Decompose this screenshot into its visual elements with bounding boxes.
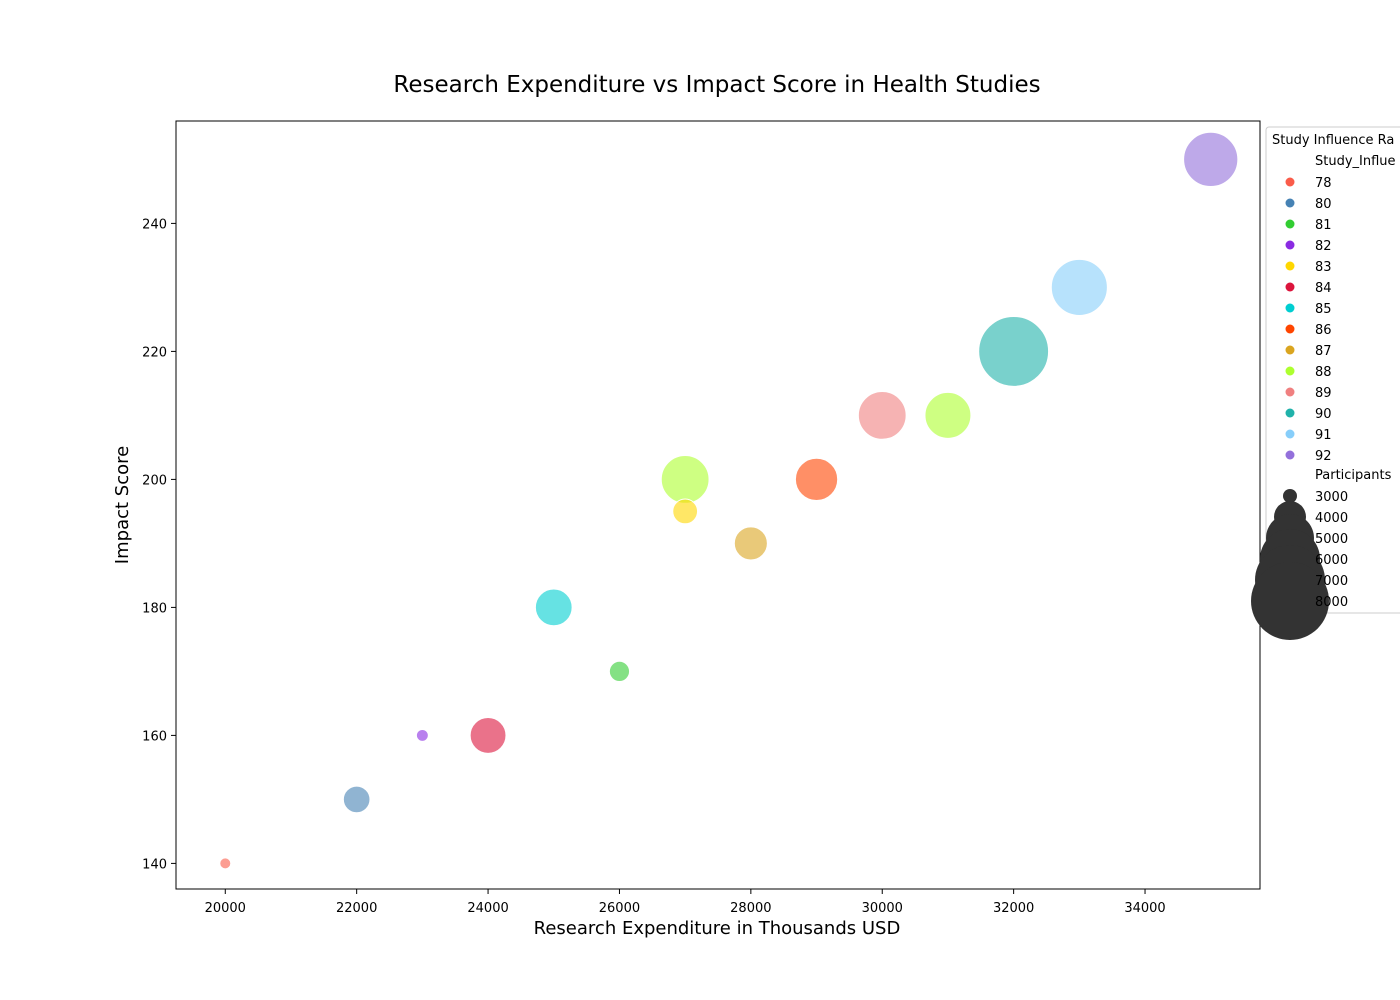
legend-hue-marker xyxy=(1285,345,1295,355)
legend-hue-marker xyxy=(1285,366,1295,376)
y-axis: 140 160 180 200 220 240 xyxy=(142,217,176,872)
legend-hue-label: 85 xyxy=(1315,302,1332,317)
legend-size-label: 3000 xyxy=(1315,490,1348,505)
bubble-point xyxy=(1183,131,1239,188)
legend-hue-label: 78 xyxy=(1315,176,1332,191)
x-tick-label: 28000 xyxy=(730,901,771,916)
y-tick-label: 140 xyxy=(142,857,167,872)
y-axis-label: Impact Score xyxy=(112,446,133,564)
bubble-point xyxy=(342,785,371,814)
legend-hue-label: 82 xyxy=(1315,239,1332,254)
legend-size-label: 8000 xyxy=(1315,595,1348,610)
y-tick-label: 180 xyxy=(142,601,167,616)
legend-size-marker xyxy=(1251,562,1329,640)
bubble-point xyxy=(1050,258,1108,316)
x-tick-label: 32000 xyxy=(993,901,1034,916)
legend-hue-marker xyxy=(1285,303,1295,313)
y-tick-label: 160 xyxy=(142,729,167,744)
legend-size-label: 4000 xyxy=(1315,511,1348,526)
legend-hue-label: 84 xyxy=(1315,281,1332,296)
legend-size-label: 5000 xyxy=(1315,532,1348,547)
data-points xyxy=(219,131,1239,870)
bubble-point xyxy=(415,728,429,742)
x-axis: 20000 22000 24000 26000 28000 30000 32000 34000 xyxy=(205,889,1166,916)
x-tick-label: 20000 xyxy=(205,901,246,916)
x-tick-label: 24000 xyxy=(467,901,508,916)
legend-hue-marker xyxy=(1285,324,1295,334)
bubble-point xyxy=(534,588,573,627)
legend-size-marker xyxy=(1283,489,1297,503)
bubble-point xyxy=(733,526,768,561)
legend-hue-label: 89 xyxy=(1315,386,1332,401)
legend-hue-marker xyxy=(1285,450,1295,460)
plot-frame xyxy=(175,120,1261,890)
bubble-point xyxy=(924,391,972,439)
legend-hue-entries: 78 80 81 82 83 84 85 86 87 88 89 90 91 92 xyxy=(1285,176,1332,464)
legend-hue-marker xyxy=(1285,387,1295,397)
legend-title: Study Influence Ra xyxy=(1272,133,1394,148)
legend-hue-marker xyxy=(1285,408,1295,418)
x-axis-label: Research Expenditure in Thousands USD xyxy=(534,918,901,939)
bubble-point xyxy=(978,315,1050,387)
legend-hue-label: 80 xyxy=(1315,197,1332,212)
legend-hue-label: 81 xyxy=(1315,218,1332,233)
legend-size-label: 6000 xyxy=(1315,553,1348,568)
x-tick-label: 22000 xyxy=(336,901,377,916)
chart-title: Research Expenditure vs Impact Score in … xyxy=(393,72,1040,98)
x-tick-label: 26000 xyxy=(599,901,640,916)
legend-hue-marker xyxy=(1285,240,1295,250)
bubble-point xyxy=(469,716,507,754)
legend-hue-label: 90 xyxy=(1315,407,1332,422)
x-tick-label: 30000 xyxy=(862,901,903,916)
legend-frame xyxy=(1265,126,1400,614)
y-tick-label: 220 xyxy=(142,345,167,360)
legend-hue-label: 86 xyxy=(1315,323,1332,338)
legend-hue-marker xyxy=(1285,429,1295,439)
x-tick-label: 34000 xyxy=(1124,901,1165,916)
bubble-point xyxy=(794,457,839,502)
bubble-point xyxy=(660,455,710,504)
y-tick-label: 200 xyxy=(142,473,167,488)
bubble-point xyxy=(857,391,907,440)
bubble-point xyxy=(608,660,631,683)
legend-size-entries: 3000 4000 5000 6000 7000 8000 xyxy=(1251,489,1348,640)
legend-size-label: 7000 xyxy=(1315,574,1348,589)
bubble-point xyxy=(219,857,232,870)
legend-hue-marker xyxy=(1285,219,1295,229)
y-tick-label: 240 xyxy=(142,217,167,232)
legend-hue-marker xyxy=(1285,177,1295,187)
bubble-point xyxy=(672,498,699,525)
legend-size-title: Participants xyxy=(1315,468,1392,483)
legend-hue-label: 91 xyxy=(1315,428,1332,443)
plot-area xyxy=(175,120,1261,890)
legend-hue-label: 87 xyxy=(1315,344,1332,359)
legend-hue-label: 88 xyxy=(1315,365,1332,380)
legend-hue-label: 83 xyxy=(1315,260,1332,275)
legend-hue-marker xyxy=(1285,198,1295,208)
legend-hue-title: Study_Influe xyxy=(1315,154,1396,169)
legend-hue-marker xyxy=(1285,261,1295,271)
legend-hue-label: 92 xyxy=(1315,449,1332,464)
legend-hue-marker xyxy=(1285,282,1295,292)
legend: Study Influence Ra Study_Influe 78 80 81 82… xyxy=(1251,126,1400,640)
